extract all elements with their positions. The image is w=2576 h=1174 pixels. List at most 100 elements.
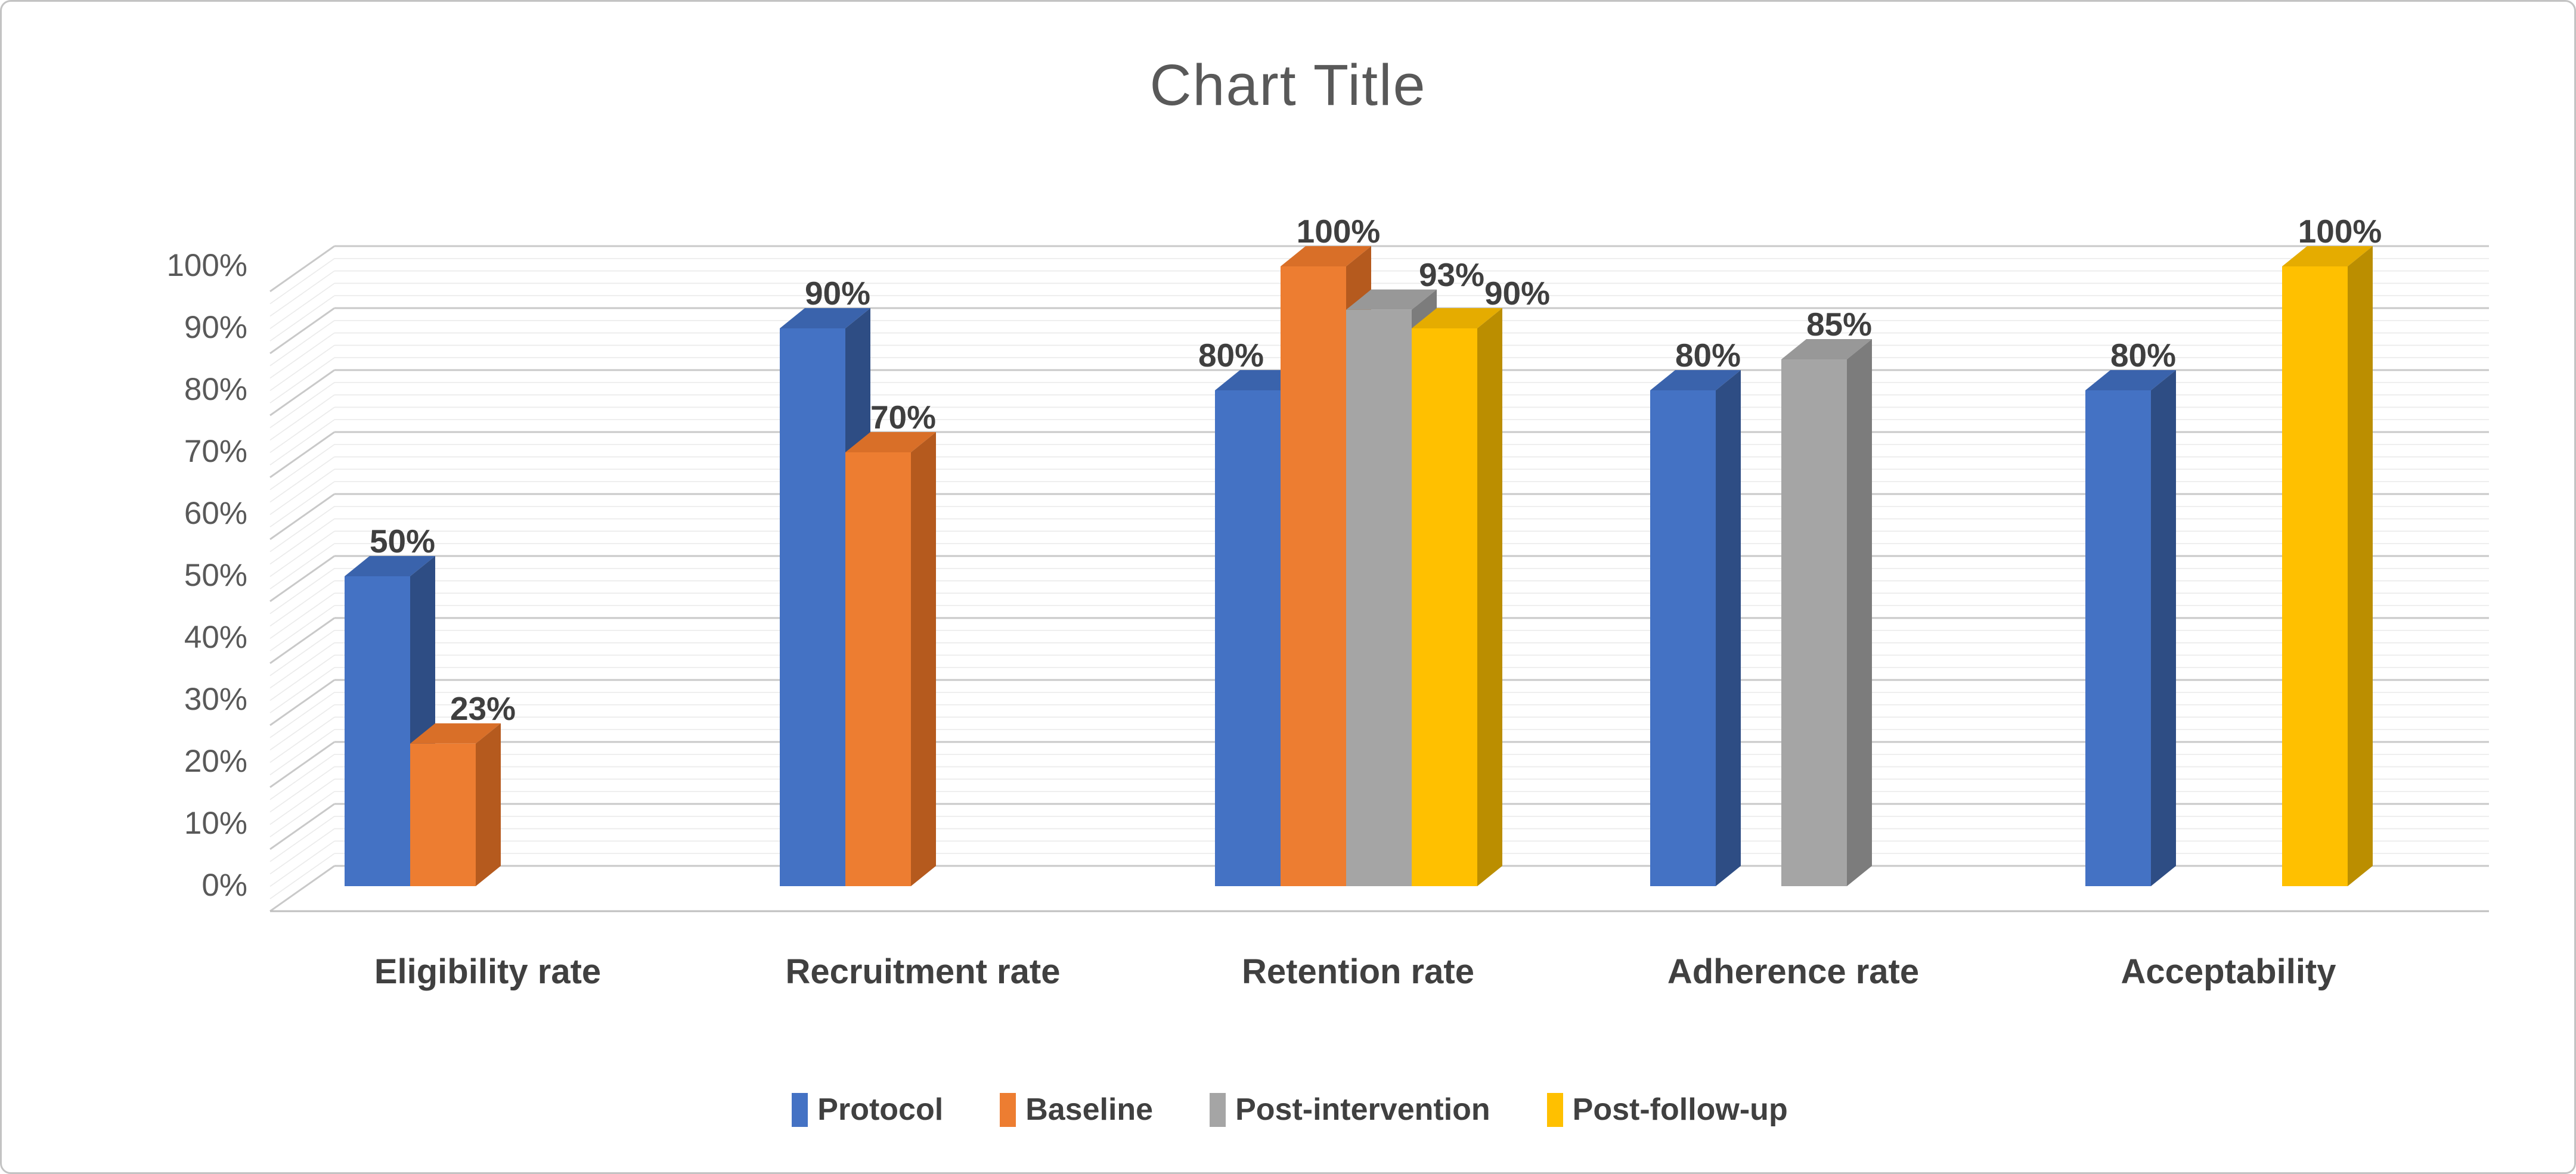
side-wall-gridline [269, 816, 335, 862]
bar-post-intervention-adherence-rate [1781, 339, 1872, 886]
data-label-baseline-recruitment-rate: 70% [870, 399, 937, 436]
data-label-baseline-eligibility-rate: 23% [450, 690, 516, 727]
y-tick-60: 60% [184, 496, 247, 531]
side-wall-gridline [269, 853, 335, 899]
bar-side-face [1477, 308, 1502, 886]
bar-top-face [780, 308, 870, 328]
data-label-protocol-adherence-rate: 80% [1675, 337, 1741, 374]
y-tick-0: 0% [202, 868, 247, 903]
bar-top-face [1346, 289, 1437, 310]
side-wall-gridline [269, 468, 335, 515]
data-label-protocol-retention-rate: 80% [1198, 337, 1264, 374]
side-wall-gridline [269, 419, 335, 465]
side-wall-gridline [269, 704, 335, 751]
side-wall-gridline [269, 382, 335, 428]
side-wall-gridline [269, 481, 335, 527]
y-tick-40: 40% [184, 620, 247, 655]
bar-front-face [780, 328, 845, 886]
bar-side-face [2348, 246, 2373, 886]
data-label-protocol-eligibility-rate: 50% [369, 523, 436, 560]
bar-front-face [410, 743, 476, 886]
bar-front-face [1346, 309, 1412, 886]
side-wall-gridline [269, 766, 335, 813]
side-wall-gridline [269, 245, 335, 293]
data-label-baseline-retention-rate: 100% [1296, 213, 1381, 250]
side-wall-gridline [269, 667, 335, 713]
bar-front-face [2085, 390, 2151, 886]
bar-side-face [911, 432, 936, 886]
side-wall-gridline [269, 307, 335, 355]
bar-top-face [845, 432, 936, 452]
side-wall-gridline [269, 642, 335, 689]
side-wall-gridline [269, 592, 335, 639]
bar-side-face [1847, 339, 1872, 886]
side-wall-gridline [269, 716, 335, 763]
data-label-protocol-recruitment-rate: 90% [804, 275, 871, 312]
side-wall-gridline [269, 506, 335, 552]
legend-label-protocol: Protocol [817, 1092, 944, 1127]
y-tick-90: 90% [184, 310, 247, 345]
category-label-acceptability: Acceptability [2121, 952, 2336, 991]
side-wall-gridline [269, 332, 335, 379]
side-wall-gridline [269, 344, 335, 392]
legend: Protocol Baseline Post-intervention Post-fo… [2, 1047, 2574, 1172]
bar-front-face [1281, 266, 1346, 886]
bar-top-face [1650, 370, 1741, 390]
y-tick-20: 20% [184, 744, 247, 779]
y-tick-100: 100% [166, 248, 247, 283]
y-tick-80: 80% [184, 372, 247, 407]
bar-side-face [2151, 370, 2176, 886]
bar-top-face [2085, 370, 2176, 390]
side-wall-gridline [269, 679, 335, 726]
side-wall-gridline [269, 270, 335, 317]
bar-protocol-acceptability [2085, 370, 2176, 886]
y-tick-70: 70% [184, 434, 247, 469]
y-tick-10: 10% [184, 806, 247, 841]
side-wall-gridline [269, 431, 335, 479]
bar-front-face [1781, 359, 1847, 886]
legend-label-post-intervention: Post-intervention [1235, 1092, 1490, 1127]
side-wall-gridline [269, 456, 335, 503]
bar-protocol-adherence-rate [1650, 370, 1741, 886]
bar-front-face [345, 576, 410, 886]
legend-label-post-follow-up: Post-follow-up [1572, 1092, 1788, 1127]
side-wall-gridline [269, 654, 335, 701]
bar-post-follow-up-acceptability [2282, 246, 2373, 886]
side-wall-gridline [269, 828, 335, 875]
side-wall-gridline [269, 754, 335, 800]
side-wall-gridline [269, 394, 335, 441]
legend-item-post-intervention: Post-intervention [1210, 1092, 1490, 1128]
legend-marker-protocol [792, 1092, 808, 1127]
legend-marker-baseline [1000, 1092, 1016, 1127]
side-wall-gridline [269, 295, 335, 341]
y-tick-50: 50% [184, 558, 247, 593]
legend-item-baseline: Baseline [1000, 1092, 1153, 1128]
side-wall-gridline [269, 555, 335, 602]
chart-title: Chart Title [1149, 52, 1427, 117]
legend-item-post-follow-up: Post-follow-up [1546, 1092, 1788, 1128]
side-wall-gridline [269, 803, 335, 850]
data-label-post-intervention-retention-rate: 93% [1418, 256, 1485, 293]
bar-front-face [845, 452, 911, 886]
side-wall-gridline [269, 791, 335, 837]
side-wall-gridline [269, 406, 335, 454]
bar-baseline-eligibility-rate [410, 723, 501, 886]
legend-marker-post-intervention [1210, 1092, 1226, 1127]
side-wall-gridline [269, 630, 335, 676]
category-label-recruitment-rate: Recruitment rate [785, 952, 1061, 991]
bar-top-face [410, 723, 501, 744]
bar-top-face [1781, 339, 1872, 359]
side-wall-gridline [269, 320, 335, 367]
side-wall-gridline [269, 741, 335, 788]
side-wall-gridline [269, 530, 335, 577]
data-label-post-follow-up-retention-rate: 90% [1484, 275, 1551, 312]
side-wall-gridline [269, 865, 335, 912]
bar-side-face [1716, 370, 1741, 886]
side-wall-gridline [269, 444, 335, 490]
side-wall-gridline [269, 493, 335, 541]
data-label-post-follow-up-acceptability: 100% [2298, 213, 2382, 250]
bar-front-face [1650, 390, 1716, 886]
